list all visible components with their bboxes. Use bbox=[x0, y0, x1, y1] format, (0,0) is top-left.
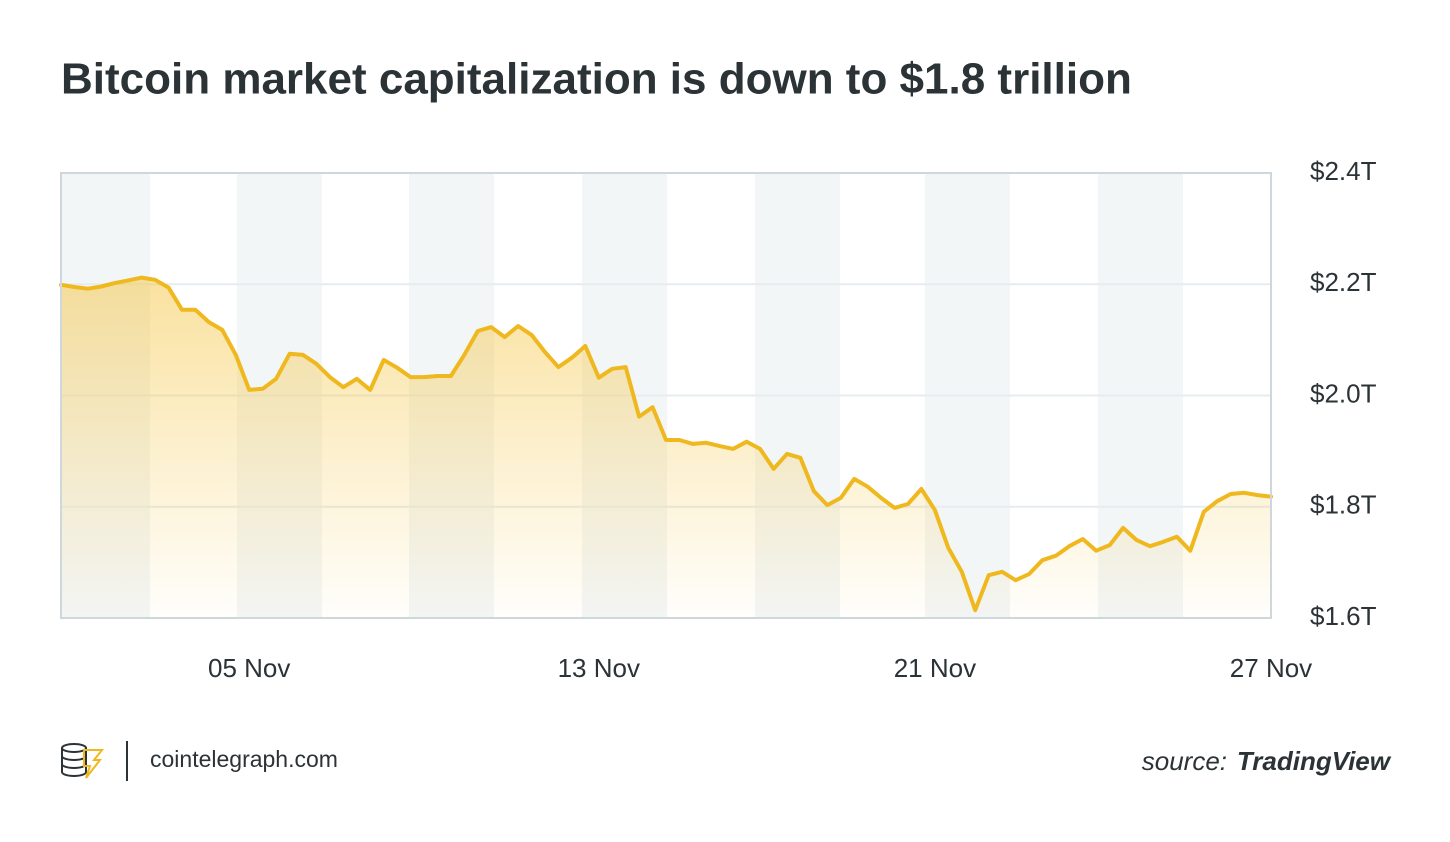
y-tick-label: $1.6T bbox=[1310, 601, 1377, 631]
plot bbox=[59, 275, 1273, 618]
y-tick-label: $1.8T bbox=[1310, 490, 1377, 520]
y-tick-label: $2.4T bbox=[1310, 156, 1377, 186]
y-tick-label: $2.2T bbox=[1310, 267, 1377, 297]
y-tick-label: $2.0T bbox=[1310, 378, 1377, 408]
source-name: TradingView bbox=[1237, 746, 1392, 776]
logo bbox=[61, 743, 105, 779]
site-name: cointelegraph.com bbox=[150, 746, 338, 772]
line bbox=[59, 275, 1273, 613]
source-label: source: bbox=[1142, 746, 1227, 776]
area-fill bbox=[61, 277, 1271, 618]
axes: $1.6T $1.8T $2.0T $2.2T $2.4T 05 Nov 13 Nov 21 … bbox=[208, 156, 1377, 683]
x-tick-label: 21 Nov bbox=[894, 653, 976, 683]
x-tick-label: 05 Nov bbox=[208, 653, 290, 683]
logo-bolt bbox=[83, 749, 105, 779]
chart-title: Bitcoin market capitalization is down to… bbox=[61, 55, 1132, 104]
x-tick-label: 27 Nov bbox=[1230, 653, 1312, 683]
plot-frame bbox=[60, 172, 1272, 619]
x-tick-label: 13 Nov bbox=[558, 653, 640, 683]
logo-coin bbox=[61, 743, 87, 753]
